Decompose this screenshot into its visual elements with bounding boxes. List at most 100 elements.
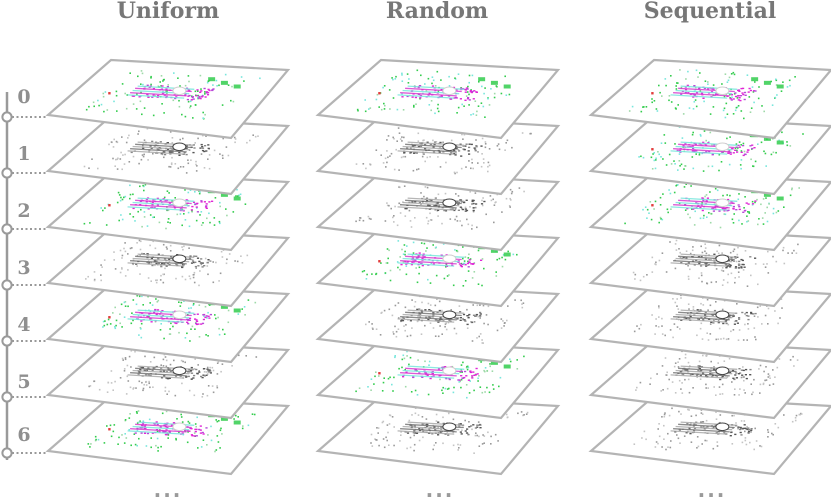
- cloud-point: [473, 262, 476, 264]
- cloud-point: [399, 256, 401, 258]
- cloud-point: [132, 259, 135, 261]
- cloud-point: [404, 250, 406, 253]
- frame-axis: [1, 92, 48, 460]
- cloud-point: [774, 376, 776, 378]
- cloud-point: [684, 357, 687, 359]
- cloud-point: [467, 379, 470, 381]
- cloud-point: [413, 305, 416, 308]
- cloud-point: [231, 365, 233, 367]
- cloud-point: [428, 204, 431, 207]
- cloud-point: [124, 250, 127, 253]
- cloud-point: [677, 82, 679, 84]
- cloud-point: [735, 143, 738, 145]
- cloud-point: [692, 96, 695, 98]
- cloud-point: [131, 247, 133, 249]
- cloud-point: [677, 308, 680, 310]
- cloud-point: [136, 265, 138, 267]
- cloud-point: [680, 413, 682, 415]
- cloud-point: [411, 327, 413, 329]
- cloud-point: [706, 298, 709, 301]
- cloud-point: [481, 204, 484, 207]
- cloud-point: [655, 318, 657, 320]
- cloud-point: [433, 141, 437, 143]
- cloud-point: [741, 259, 744, 262]
- cloud-point: [93, 105, 95, 108]
- cloud-point: [205, 207, 208, 209]
- cloud-point: [464, 89, 468, 91]
- cloud-point: [740, 151, 743, 153]
- frame-0: [45, 58, 291, 140]
- cloud-point: [678, 160, 681, 162]
- cloud-point: [183, 300, 185, 302]
- cloud-point: [476, 373, 479, 375]
- cloud-point: [184, 189, 186, 191]
- cloud-point: [371, 445, 374, 447]
- cloud-point: [504, 322, 506, 324]
- cloud-point: [658, 316, 660, 318]
- cloud-point: [187, 159, 189, 161]
- cloud-point: [191, 211, 193, 213]
- cloud-point: [179, 305, 182, 307]
- cloud-point: [437, 368, 441, 370]
- cloud-point: [151, 140, 154, 143]
- cloud-point: [794, 76, 796, 78]
- cloud-point: [740, 427, 743, 430]
- cloud-point: [457, 195, 460, 197]
- cloud-point: [485, 314, 488, 316]
- cloud-point: [468, 146, 471, 149]
- cloud-point: [732, 250, 735, 253]
- cloud-point: [429, 304, 432, 306]
- cloud-point: [423, 242, 426, 245]
- cloud-point: [705, 265, 708, 267]
- cloud-point: [181, 382, 183, 385]
- cloud-point: [208, 154, 211, 156]
- cloud-point: [729, 151, 732, 154]
- cloud-point: [226, 214, 228, 217]
- cloud-point: [705, 194, 708, 196]
- cloud-point: [221, 154, 224, 157]
- cloud-point: [200, 88, 202, 90]
- cloud-point: [386, 204, 389, 207]
- cloud-point: [674, 267, 677, 270]
- cloud-point: [193, 368, 196, 370]
- cloud-point: [137, 210, 139, 213]
- green-cluster: [776, 140, 784, 145]
- cloud-point: [410, 147, 412, 149]
- cloud-point: [388, 204, 390, 207]
- cloud-point: [715, 411, 717, 413]
- cloud-point: [484, 116, 486, 118]
- cloud-point: [435, 420, 438, 422]
- cloud-point: [658, 305, 660, 307]
- cloud-point: [442, 416, 444, 419]
- cloud-point: [114, 380, 116, 383]
- cloud-point: [749, 368, 752, 371]
- cloud-point: [471, 428, 473, 431]
- cloud-point: [201, 431, 204, 434]
- cloud-point: [190, 159, 192, 161]
- cloud-streak: [670, 430, 728, 435]
- cloud-point: [190, 262, 194, 264]
- cloud-point: [475, 139, 477, 141]
- cloud-point: [484, 367, 487, 369]
- cloud-point: [732, 222, 735, 224]
- cloud-point: [417, 146, 420, 148]
- cloud-point: [163, 78, 165, 81]
- cloud-point: [487, 305, 490, 308]
- cloud-point: [413, 106, 415, 108]
- cloud-point: [740, 87, 743, 90]
- cloud-point: [740, 110, 743, 112]
- cloud-point: [719, 226, 722, 229]
- cloud-point: [665, 164, 668, 166]
- cloud-point: [142, 143, 145, 145]
- cloud-point: [140, 320, 143, 322]
- cloud-point: [439, 325, 441, 327]
- cloud-point: [723, 213, 726, 215]
- cloud-point: [469, 206, 471, 208]
- cloud-point: [665, 271, 668, 273]
- cloud-point: [189, 189, 192, 191]
- cloud-point: [405, 265, 408, 267]
- cloud-point: [681, 382, 683, 384]
- cloud-point: [471, 224, 473, 227]
- cloud-point: [476, 337, 478, 339]
- cloud-point: [710, 91, 714, 93]
